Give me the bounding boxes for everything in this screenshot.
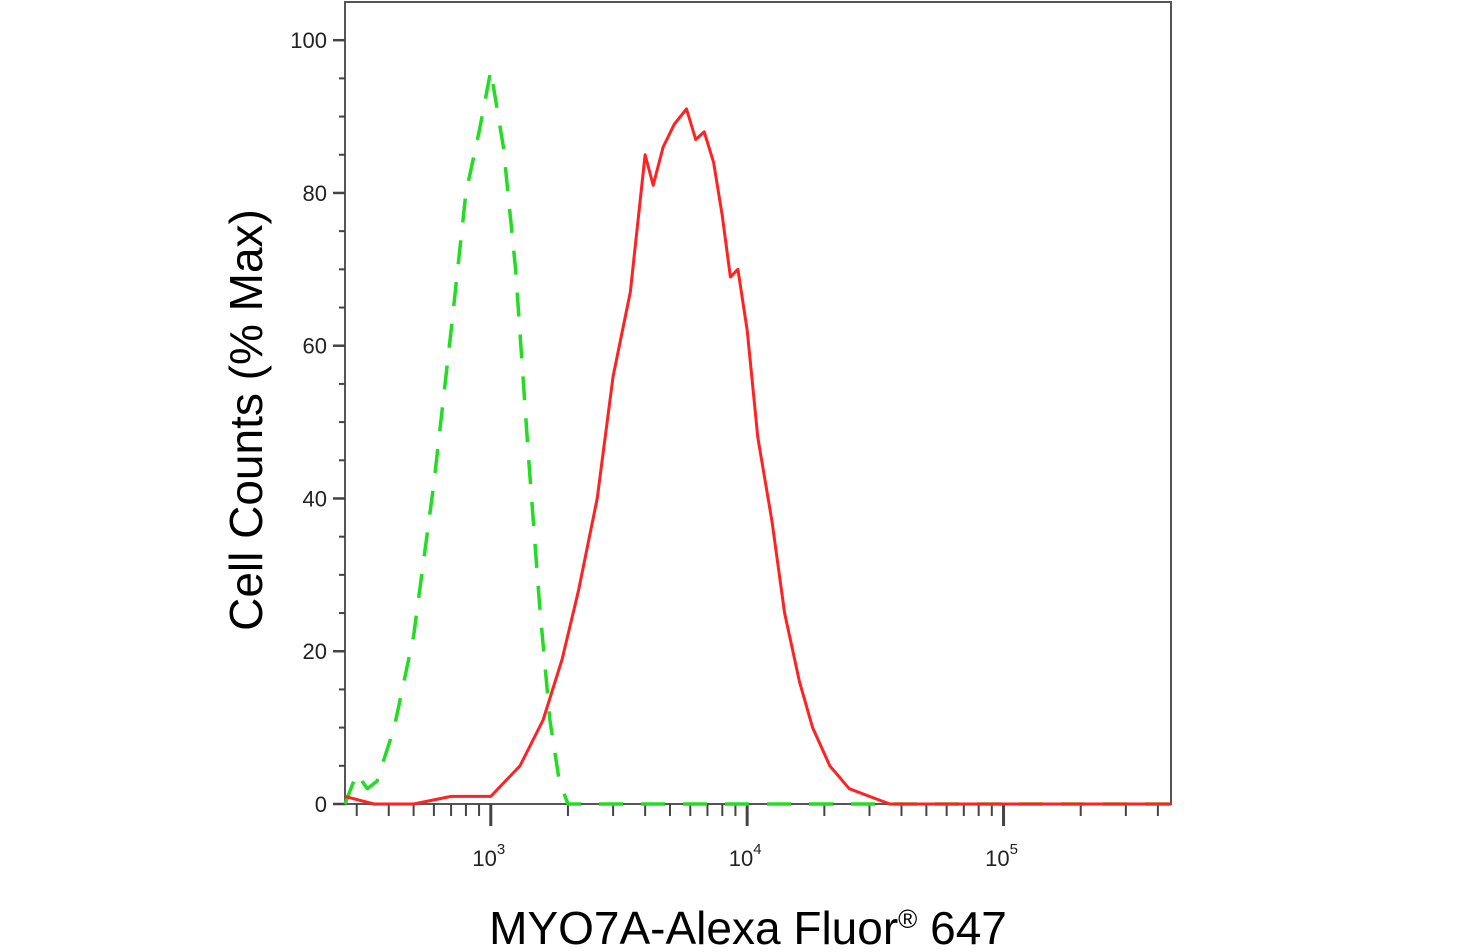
y-tick-label: 0	[315, 792, 327, 817]
y-tick-label: 60	[303, 334, 327, 359]
y-tick-label: 40	[303, 486, 327, 511]
x-axis-title-main: MYO7A-Alexa Fluor	[489, 902, 898, 952]
x-axis-title-sup: ®	[898, 904, 917, 934]
series-group	[343, 68, 1171, 806]
x-tick-label: 104	[729, 841, 762, 871]
y-tick-label: 100	[290, 28, 327, 53]
y-tick-label: 20	[303, 639, 327, 664]
y-axis: 0 20 40 60 80 100	[290, 28, 345, 817]
control-series-line	[343, 68, 1171, 806]
plot-frame	[344, 1, 1172, 805]
x-tick-label: 103	[472, 841, 505, 871]
sample-series-line	[344, 107, 1171, 806]
x-axis: 103 104 105	[355, 804, 1159, 871]
x-axis-title-suffix: 647	[917, 902, 1007, 952]
y-axis-title: Cell Counts (% Max)	[220, 209, 272, 631]
x-axis-title: MYO7A-Alexa Fluor® 647	[489, 902, 1007, 952]
y-tick-label: 80	[303, 181, 327, 206]
x-tick-label: 105	[985, 841, 1018, 871]
